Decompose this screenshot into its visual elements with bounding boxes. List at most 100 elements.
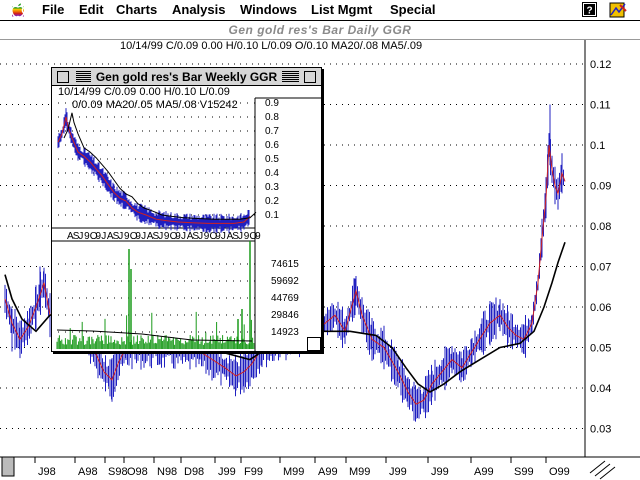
menu-windows[interactable]: Windows bbox=[240, 2, 297, 17]
weekly-x-label: S bbox=[153, 231, 160, 242]
weekly-x-label: J bbox=[141, 231, 146, 242]
weekly-price-label: 0.9 bbox=[265, 98, 279, 109]
y-tick-label: 0.04 bbox=[590, 383, 611, 395]
x-tick-label: O99 bbox=[549, 466, 570, 478]
weekly-x-label: O bbox=[210, 231, 218, 242]
weekly-x-label: J bbox=[238, 231, 243, 242]
menu-special[interactable]: Special bbox=[390, 2, 436, 17]
weekly-x-label: J bbox=[118, 231, 123, 242]
menu-edit[interactable]: Edit bbox=[79, 2, 104, 17]
weekly-price-label: 0.4 bbox=[265, 168, 279, 179]
charting-app-icon[interactable] bbox=[608, 1, 628, 19]
weekly-price-label: 0.1 bbox=[265, 210, 279, 221]
weekly-x-label: 9 bbox=[135, 231, 141, 242]
y-tick-label: 0.03 bbox=[590, 424, 611, 436]
weekly-x-label: S bbox=[192, 231, 199, 242]
weekly-x-label: 9 bbox=[244, 231, 250, 242]
x-tick-label: N98 bbox=[157, 466, 177, 478]
weekly-x-label: O bbox=[130, 231, 138, 242]
x-tick-label: J99 bbox=[431, 466, 449, 478]
weekly-ma-fast bbox=[57, 116, 251, 224]
apple-menu-icon[interactable] bbox=[10, 2, 26, 18]
help-icon[interactable]: ? bbox=[582, 2, 597, 17]
window-title: Gen gold res's Bar Daily GGR bbox=[228, 23, 412, 37]
weekly-x-label: J bbox=[221, 231, 226, 242]
weekly-x-label: S bbox=[232, 231, 239, 242]
x-tick-label: D98 bbox=[184, 466, 204, 478]
weekly-price-label: 0.8 bbox=[265, 112, 279, 123]
weekly-x-label: J bbox=[158, 231, 163, 242]
weekly-x-label: J bbox=[78, 231, 83, 242]
weekly-x-label: O bbox=[90, 231, 98, 242]
weekly-x-label: 9 bbox=[124, 231, 130, 242]
x-tick-label: M99 bbox=[349, 466, 370, 478]
zoom-box-icon[interactable] bbox=[304, 71, 316, 83]
menu-file[interactable]: File bbox=[42, 2, 65, 17]
weekly-price-label: 0.5 bbox=[265, 154, 279, 165]
x-tick-label: O98 bbox=[127, 466, 148, 478]
x-tick-label: A99 bbox=[318, 466, 338, 478]
weekly-x-label: A bbox=[107, 231, 114, 242]
weekly-x-label: A bbox=[227, 231, 234, 242]
close-box-icon[interactable] bbox=[57, 71, 69, 83]
weekly-volume-label: 44769 bbox=[271, 293, 299, 304]
weekly-x-label: O bbox=[249, 231, 257, 242]
y-tick-label: 0.12 bbox=[590, 59, 611, 71]
weekly-x-label: A bbox=[147, 231, 154, 242]
weekly-chart-window: Gen gold res's Bar Weekly GGR 10/14/99 C… bbox=[51, 67, 322, 352]
weekly-quote-info-2: 0/0.09 MA20/.05 MA5/.08 V15242 bbox=[72, 99, 238, 111]
weekly-x-label: 9 bbox=[84, 231, 90, 242]
weekly-x-label: 9 bbox=[96, 231, 102, 242]
weekly-price-volume-chart: 0.9 0.8 0.7 0.6 0.5 0.4 0.3 0.2 0.1 74615 59692 447… bbox=[52, 97, 321, 351]
weekly-quote-info-1: 10/14/99 C/0.09 0.00 H/0.10 L/0.09 bbox=[58, 86, 230, 98]
weekly-title-bar[interactable]: Gen gold res's Bar Weekly GGR bbox=[52, 68, 321, 86]
volume-ma-line bbox=[56, 329, 253, 342]
y-tick-label: 0.11 bbox=[590, 100, 611, 112]
weekly-x-label: 9 bbox=[255, 231, 261, 242]
x-tick-label: J99 bbox=[218, 466, 236, 478]
weekly-x-label: S bbox=[113, 231, 120, 242]
weekly-ma-slow bbox=[63, 112, 257, 220]
weekly-x-label: J bbox=[181, 231, 186, 242]
x-tick-label: S99 bbox=[514, 466, 534, 478]
weekly-price-label: 0.2 bbox=[265, 196, 279, 207]
x-tick-label: A98 bbox=[78, 466, 98, 478]
y-tick-label: 0.06 bbox=[590, 302, 611, 314]
weekly-x-label: 9 bbox=[164, 231, 170, 242]
ma5-line bbox=[4, 144, 566, 405]
weekly-x-label: 9 bbox=[175, 231, 181, 242]
x-tick-label: F99 bbox=[244, 466, 263, 478]
daily-quote-info: 10/14/99 C/0.09 0.00 H/0.10 L/0.09 O/0.1… bbox=[120, 40, 423, 52]
weekly-volume-label: 29846 bbox=[271, 310, 299, 321]
weekly-x-label: J bbox=[101, 231, 106, 242]
weekly-volume-label: 59692 bbox=[271, 276, 299, 287]
menu-charts[interactable]: Charts bbox=[116, 2, 158, 17]
x-tick-label: S98 bbox=[108, 466, 128, 478]
weekly-x-label: S bbox=[73, 231, 80, 242]
weekly-volume-label: 74615 bbox=[271, 259, 299, 270]
y-tick-label: 0.1 bbox=[590, 140, 605, 152]
x-tick-label: M99 bbox=[283, 466, 304, 478]
menu-list-mgmt[interactable]: List Mgmt bbox=[311, 2, 373, 17]
resize-grow-box-icon[interactable] bbox=[307, 337, 321, 351]
y-tick-label: 0.09 bbox=[590, 181, 611, 193]
x-tick-label: J98 bbox=[38, 466, 56, 478]
resize-grip-icon bbox=[589, 460, 616, 480]
window-title-bar[interactable]: Gen gold res's Bar Daily GGR bbox=[0, 21, 640, 40]
x-tick-label: J99 bbox=[389, 466, 407, 478]
menu-bar: File Edit Charts Analysis Windows List M… bbox=[0, 0, 640, 21]
weekly-x-label: J bbox=[198, 231, 203, 242]
weekly-price-label: 0.3 bbox=[265, 182, 279, 193]
weekly-window-title: Gen gold res's Bar Weekly GGR bbox=[90, 70, 283, 84]
weekly-x-label: 9 bbox=[215, 231, 221, 242]
svg-text:?: ? bbox=[586, 6, 592, 17]
scroll-left-icon bbox=[1, 456, 15, 477]
x-tick-label: A99 bbox=[474, 466, 494, 478]
y-tick-label: 0.05 bbox=[590, 343, 611, 355]
weekly-x-label: 9 bbox=[204, 231, 210, 242]
menu-analysis[interactable]: Analysis bbox=[172, 2, 226, 17]
weekly-x-label: A bbox=[187, 231, 194, 242]
weekly-price-label: 0.7 bbox=[265, 126, 279, 137]
weekly-x-label: A bbox=[67, 231, 74, 242]
y-tick-label: 0.08 bbox=[590, 221, 611, 233]
